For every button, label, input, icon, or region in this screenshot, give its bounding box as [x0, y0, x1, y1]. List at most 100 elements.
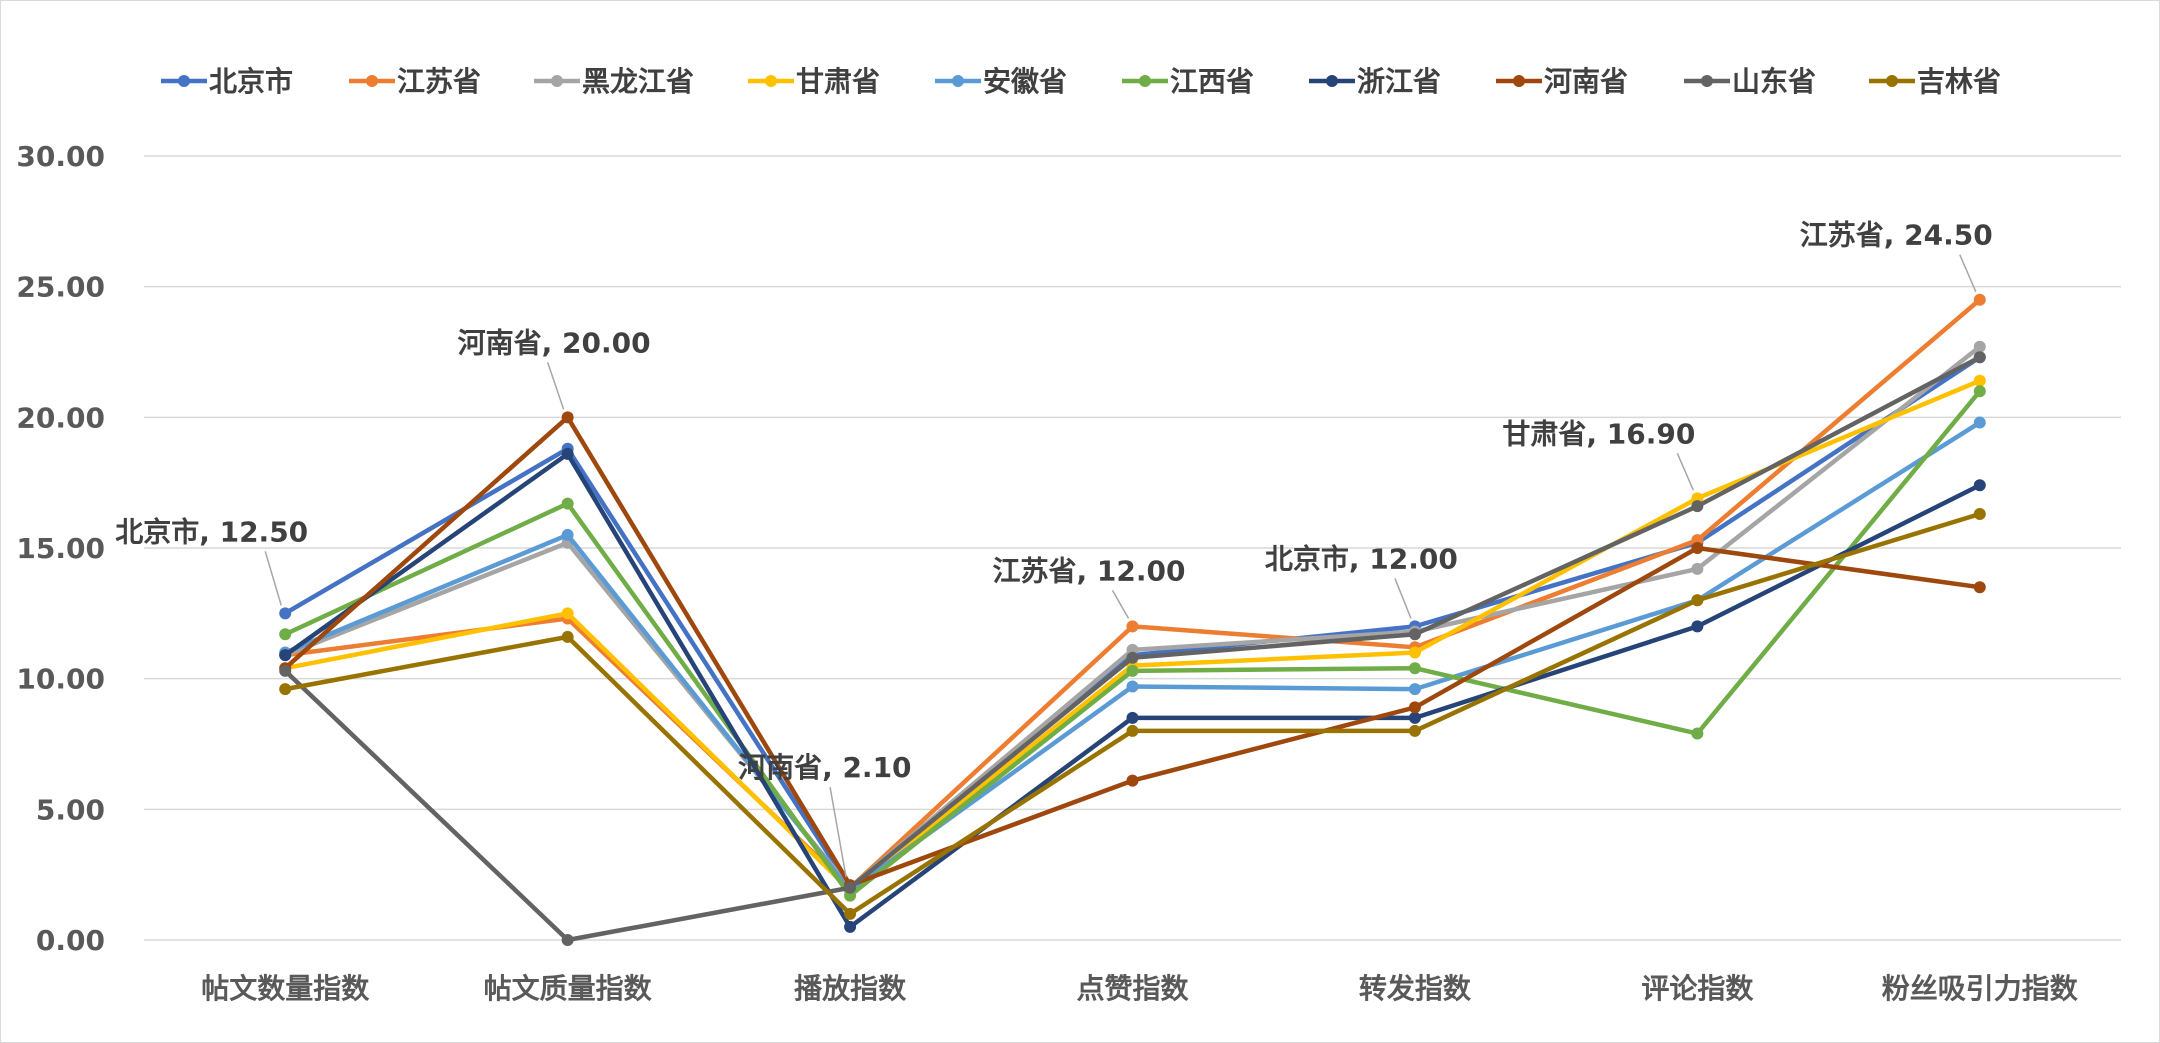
data-point — [561, 607, 574, 620]
data-point — [1691, 620, 1704, 633]
x-axis-tick-labels: 帖文数量指数 帖文质量指数 播放指数 点赞指数 转发指数 评论指数 粉丝吸引力指数 — [201, 972, 2079, 1005]
data-point — [1691, 594, 1704, 607]
y-tick-label: 10.00 — [16, 663, 105, 696]
legend-swatch-marker — [1326, 75, 1338, 87]
legend-label: 河南省 — [1544, 65, 1628, 98]
x-tick-label: 播放指数 — [794, 972, 907, 1005]
annotation-leader — [1676, 453, 1695, 491]
legend-item-8: 山东省 — [1684, 65, 1816, 98]
legend-item-5: 江西省 — [1122, 65, 1254, 98]
data-point — [561, 497, 574, 510]
x-tick-label: 转发指数 — [1359, 972, 1472, 1005]
annotation-leader — [264, 551, 282, 606]
series-3 — [279, 374, 1986, 897]
legend-item-3: 甘肃省 — [748, 65, 880, 98]
legend-label: 山东省 — [1732, 65, 1816, 98]
legend: 北京市 江苏省 黑龙江省 甘肃省 安徽省 江西省 浙江省 河南省 山东省 吉林省 — [161, 65, 2001, 98]
legend-item-0: 北京市 — [161, 65, 293, 98]
data-point — [1408, 711, 1421, 724]
data-point — [1126, 620, 1139, 633]
data-point — [1408, 662, 1421, 675]
data-point — [561, 411, 574, 424]
data-point — [561, 528, 574, 541]
series-2 — [279, 340, 1986, 894]
data-point — [1126, 774, 1139, 787]
y-tick-label: 15.00 — [16, 532, 105, 565]
legend-label: 北京市 — [209, 65, 293, 98]
data-point — [1973, 385, 1986, 398]
data-label: 北京市, 12.00 — [1265, 542, 1458, 575]
annotation-leader — [829, 786, 847, 878]
data-point — [279, 683, 292, 696]
data-point — [844, 920, 857, 933]
data-point — [1973, 340, 1986, 353]
data-point — [1126, 724, 1139, 737]
x-tick-label: 帖文数量指数 — [201, 972, 370, 1005]
x-tick-label: 粉丝吸引力指数 — [1882, 972, 2079, 1005]
legend-label: 黑龙江省 — [582, 65, 694, 98]
data-label: 江苏省, 24.50 — [1800, 219, 1993, 252]
data-point — [1691, 727, 1704, 740]
series-6 — [279, 447, 1986, 933]
data-point — [1691, 542, 1704, 554]
gridlines — [144, 155, 2121, 941]
data-label: 河南省, 20.00 — [458, 326, 651, 359]
series-lines — [279, 293, 1986, 946]
x-tick-label: 点赞指数 — [1076, 972, 1189, 1005]
data-point — [279, 607, 292, 620]
legend-swatch-marker — [1701, 75, 1713, 87]
data-point — [1408, 646, 1421, 659]
series-line — [282, 378, 1983, 893]
data-point — [1973, 374, 1986, 387]
data-label: 北京市, 12.50 — [115, 515, 308, 548]
data-point — [279, 664, 292, 677]
legend-item-2: 黑龙江省 — [534, 65, 694, 98]
legend-item-9: 吉林省 — [1869, 65, 2001, 98]
data-point — [1408, 628, 1421, 641]
data-point — [279, 628, 292, 641]
legend-label: 江西省 — [1170, 65, 1254, 98]
data-point — [561, 630, 574, 643]
series-5 — [279, 385, 1986, 902]
y-axis-tick-labels: 0.00 5.00 10.00 15.00 20.00 25.00 30.00 — [16, 140, 105, 957]
y-tick-label: 30.00 — [16, 140, 105, 173]
annotation-leader-lines — [264, 254, 1977, 878]
legend-label: 江苏省 — [397, 65, 481, 98]
legend-label: 浙江省 — [1357, 65, 1441, 98]
data-point — [1408, 683, 1421, 696]
data-label: 江苏省, 12.00 — [993, 554, 1186, 587]
series-9 — [279, 508, 1986, 920]
x-tick-label: 评论指数 — [1641, 972, 1754, 1005]
data-point — [1691, 562, 1704, 575]
legend-item-1: 江苏省 — [349, 65, 481, 98]
legend-label: 吉林省 — [1917, 65, 2001, 98]
legend-item-6: 浙江省 — [1309, 65, 1441, 98]
y-tick-label: 20.00 — [16, 401, 105, 434]
annotation-leader — [546, 362, 565, 410]
legend-swatch-marker — [551, 75, 563, 87]
y-tick-label: 25.00 — [16, 271, 105, 304]
y-tick-label: 0.00 — [36, 924, 105, 957]
annotation-leader — [1959, 254, 1977, 293]
legend-label: 安徽省 — [983, 65, 1067, 98]
data-point — [844, 881, 857, 894]
data-label: 河南省, 2.10 — [738, 751, 911, 784]
legend-label: 甘肃省 — [796, 65, 880, 98]
legend-swatch-marker — [952, 75, 964, 87]
legend-item-4: 安徽省 — [935, 65, 1067, 98]
data-point — [1126, 680, 1139, 693]
legend-swatch-marker — [178, 75, 190, 87]
legend-swatch-marker — [366, 75, 378, 87]
data-label: 甘肃省, 16.90 — [1502, 417, 1695, 450]
data-point — [844, 907, 857, 920]
y-tick-label: 5.00 — [36, 793, 105, 826]
data-point — [561, 934, 574, 946]
series-1 — [279, 293, 1986, 894]
annotation-leader — [1111, 590, 1130, 619]
data-labels: 北京市, 12.50 河南省, 20.00 河南省, 2.10 江苏省, 12.00 北… — [115, 219, 1993, 784]
data-point — [279, 649, 292, 662]
data-point — [1973, 479, 1986, 492]
legend-swatch-marker — [765, 75, 777, 87]
data-point — [561, 447, 574, 460]
